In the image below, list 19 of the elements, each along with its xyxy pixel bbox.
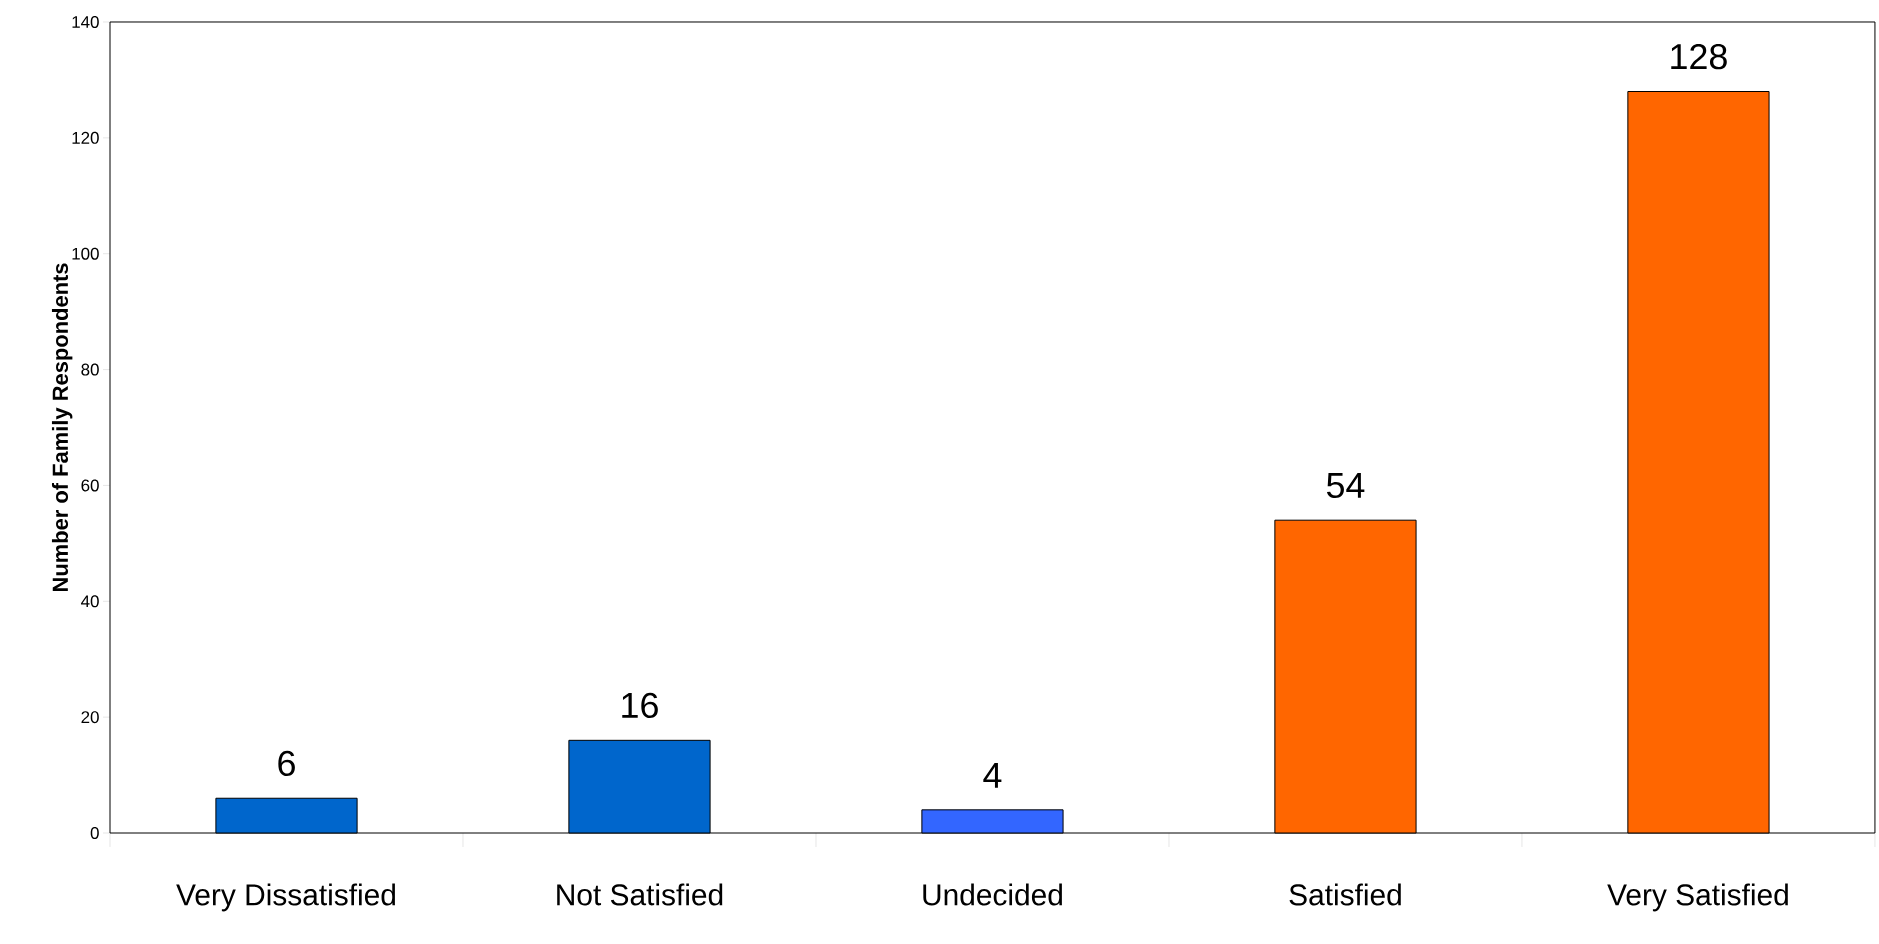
y-tick-label: 120	[72, 131, 99, 144]
y-tick-label: 20	[81, 711, 99, 724]
y-tick-label: 100	[72, 247, 99, 260]
x-tick-label: Very Satisfied	[1607, 883, 1788, 912]
x-tick-label: Undecided	[923, 883, 1062, 906]
y-tick-label: 0	[90, 827, 99, 839]
y-tick-label: 60	[81, 479, 99, 492]
x-tick-label: Very Dissatisfied	[176, 883, 395, 912]
y-axis-title: Number of Family Respondents	[51, 263, 73, 592]
data-label: 6	[278, 750, 295, 777]
y-tick-label: 80	[81, 363, 99, 376]
data-label: 16	[622, 692, 658, 719]
data-label: 54	[1326, 472, 1365, 498]
x-tick-label: Not Satisfied	[557, 883, 723, 906]
data-label: 128	[1671, 43, 1727, 70]
y-tick-label: 40	[81, 595, 99, 608]
data-label: 4	[983, 762, 1002, 788]
x-tick-label: Satisfied	[1289, 883, 1401, 906]
y-tick-label: 140	[72, 15, 99, 28]
